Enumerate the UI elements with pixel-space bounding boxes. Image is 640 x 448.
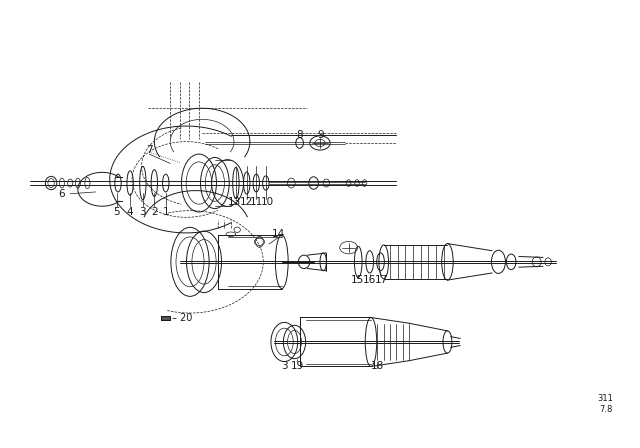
Text: 10: 10 [261, 197, 275, 207]
Bar [161, 316, 170, 320]
Text: 2: 2 [151, 207, 157, 216]
Text: 3: 3 [140, 207, 146, 216]
Text: – 20: – 20 [172, 313, 193, 323]
Text: 19: 19 [291, 361, 304, 370]
Text: 3: 3 [281, 361, 287, 370]
Text: 6: 6 [58, 189, 65, 199]
Bar [161, 316, 170, 320]
Text: 12: 12 [240, 197, 253, 207]
Text: 13: 13 [227, 197, 241, 207]
Text: 8: 8 [296, 130, 303, 140]
Text: 14: 14 [272, 229, 285, 239]
Text: 18: 18 [371, 361, 384, 370]
Text: 16: 16 [363, 275, 376, 284]
Text: 1: 1 [163, 207, 169, 216]
Text: 9: 9 [317, 130, 324, 140]
Text: 7: 7 [146, 145, 152, 155]
Text: 311
7.8: 311 7.8 [597, 394, 613, 414]
Text: 11: 11 [250, 197, 264, 207]
Text: 17: 17 [374, 275, 388, 284]
Text: 4: 4 [127, 207, 133, 216]
Text: 5: 5 [113, 207, 120, 216]
Text: 15: 15 [350, 275, 364, 284]
